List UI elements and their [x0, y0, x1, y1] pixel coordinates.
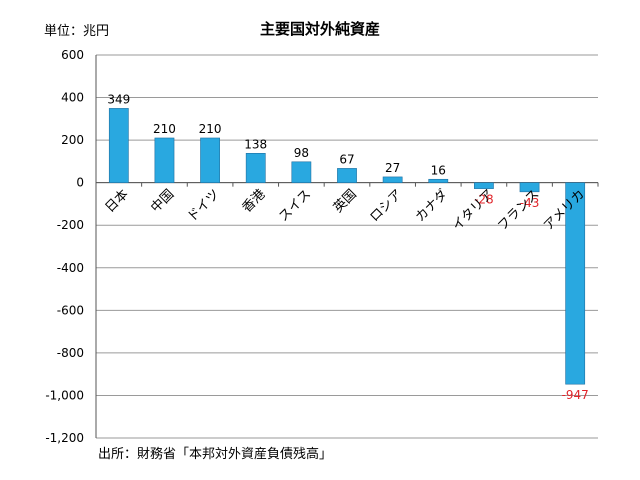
bar-11 — [565, 182, 586, 385]
bar-7 — [382, 176, 403, 183]
bar-2 — [154, 137, 175, 183]
y-tick-label: -400 — [57, 261, 84, 275]
y-tick-label: -600 — [57, 303, 84, 317]
y-tick-label: 600 — [61, 48, 84, 62]
data-label: 210 — [199, 122, 222, 136]
chart-title: 主要国対外純資産 — [259, 20, 380, 38]
data-label: -947 — [562, 388, 589, 402]
category-label: 英国 — [331, 187, 360, 216]
data-label: 349 — [107, 92, 130, 106]
bar-6 — [337, 168, 357, 183]
bar-5 — [291, 161, 312, 183]
y-tick-label: 400 — [61, 91, 84, 105]
data-label: -43 — [520, 196, 540, 210]
category-label: ドイツ — [185, 187, 223, 225]
unit-label: 単位：兆円 — [44, 24, 110, 39]
y-tick-label: -1,200 — [45, 431, 84, 445]
bar-4 — [245, 153, 266, 183]
data-label: 27 — [385, 161, 400, 175]
data-label: 16 — [431, 163, 446, 177]
data-label: 210 — [153, 122, 176, 136]
category-label: ロシア — [367, 187, 405, 225]
y-tick-label: -1,000 — [45, 388, 84, 402]
category-label: 日本 — [103, 187, 132, 216]
category-label: スイス — [276, 187, 314, 225]
bar-9 — [474, 182, 494, 189]
bar-3 — [200, 137, 220, 183]
category-label: カナダ — [413, 187, 451, 225]
data-label: 98 — [294, 146, 309, 160]
data-label: -28 — [474, 193, 494, 207]
bar-10 — [519, 182, 540, 193]
bar-8 — [428, 178, 449, 183]
bar-1 — [108, 108, 129, 183]
y-tick-label: -200 — [57, 218, 84, 232]
y-tick-label: 200 — [61, 133, 84, 147]
source-note: 出所：財務省「本邦対外資産負債残高」 — [98, 447, 333, 462]
data-label: 67 — [339, 152, 354, 166]
y-tick-label: -800 — [57, 346, 84, 360]
y-tick-label: 0 — [76, 176, 84, 190]
category-label: 香港 — [240, 187, 269, 216]
category-label: 中国 — [148, 187, 177, 216]
category-label: フランス — [495, 187, 542, 234]
data-label: 138 — [244, 137, 267, 151]
